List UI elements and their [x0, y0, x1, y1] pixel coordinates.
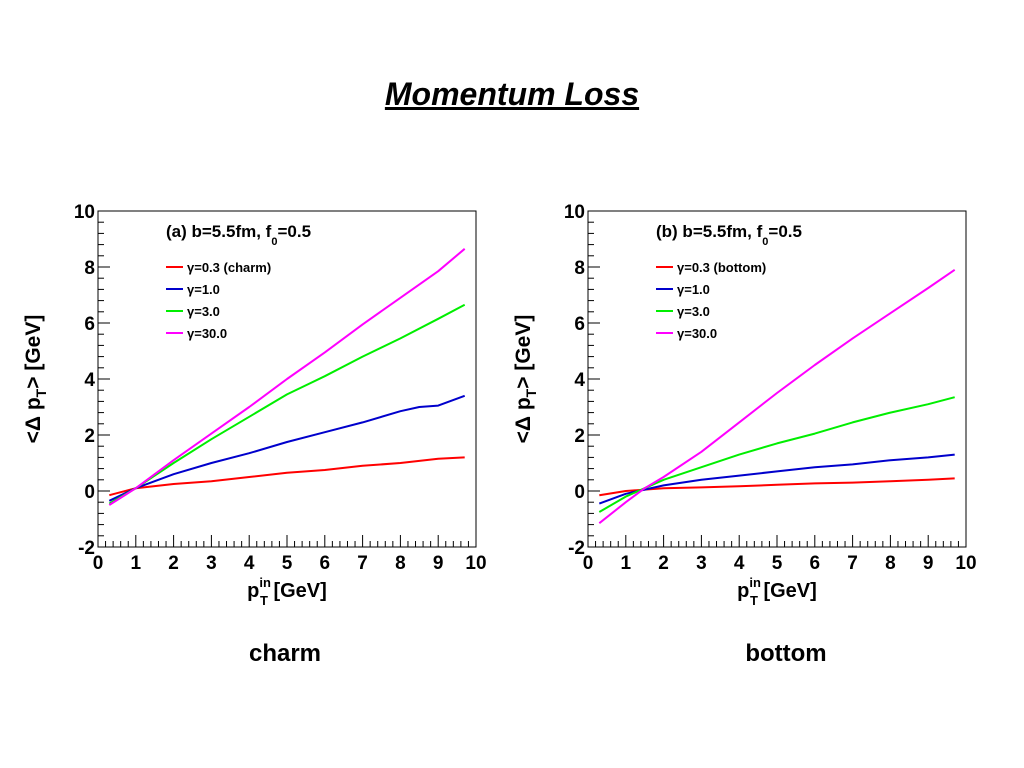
- legend-label: γ=0.3 (charm): [187, 260, 271, 275]
- y-tick-label: 4: [84, 370, 95, 391]
- y-tick-label: 2: [84, 426, 95, 447]
- y-axis-label: <Δ pT> [GeV]: [512, 315, 539, 444]
- y-tick-label: 0: [84, 482, 95, 503]
- x-tick-label: 1: [131, 553, 142, 574]
- series-line-1: [599, 477, 955, 497]
- chart-annotation: (a) b=5.5fm, f0=0.5: [166, 222, 311, 248]
- legend-label: γ=30.0: [677, 326, 717, 341]
- caption-bottom: bottom: [745, 640, 827, 667]
- plot-frame: [587, 210, 967, 548]
- x-tick-label: 10: [465, 553, 486, 574]
- y-tick-label: 6: [84, 314, 95, 335]
- page-title: Momentum Loss: [384, 76, 640, 112]
- series-line-4: [108, 248, 466, 506]
- x-tick-label: 7: [847, 553, 858, 574]
- y-tick-label: 10: [74, 202, 95, 223]
- x-axis-label: pin T [GeV]: [247, 575, 327, 608]
- caption-charm: charm: [248, 640, 322, 667]
- x-tick-label: 5: [772, 553, 783, 574]
- x-tick-label: 1: [621, 553, 632, 574]
- x-tick-label: 10: [955, 553, 976, 574]
- series-line-3: [108, 303, 466, 505]
- x-tick-label: 6: [810, 553, 821, 574]
- legend-label: γ=30.0: [187, 326, 227, 341]
- legend-label: γ=0.3 (bottom): [677, 260, 766, 275]
- x-axis-label: pin T [GeV]: [737, 575, 817, 608]
- x-tick-label: 2: [658, 553, 669, 574]
- x-tick-label: 4: [244, 553, 255, 574]
- series-line-4: [598, 268, 956, 524]
- y-tick-label: 0: [574, 482, 585, 503]
- x-tick-label: 8: [395, 553, 406, 574]
- x-tick-label: 3: [206, 553, 217, 574]
- x-tick-label: 6: [320, 553, 331, 574]
- y-axis-label: <Δ pT> [GeV]: [22, 315, 49, 444]
- x-tick-label: 4: [734, 553, 745, 574]
- chart-annotation: (b) b=5.5fm, f0=0.5: [656, 222, 802, 248]
- y-tick-label: 10: [564, 202, 585, 223]
- y-tick-label: 6: [574, 314, 585, 335]
- series-line-2: [598, 453, 955, 505]
- y-tick-label: 4: [574, 370, 585, 391]
- x-tick-label: 9: [923, 553, 934, 574]
- x-tick-label: 0: [93, 553, 104, 574]
- legend-label: γ=3.0: [677, 304, 710, 319]
- x-tick-label: 2: [168, 553, 179, 574]
- x-tick-label: 3: [696, 553, 707, 574]
- legend-label: γ=3.0: [187, 304, 220, 319]
- legend-label: γ=1.0: [677, 282, 710, 297]
- x-tick-label: 5: [282, 553, 293, 574]
- x-tick-label: 0: [583, 553, 594, 574]
- legend-label: γ=1.0: [187, 282, 220, 297]
- series-line-1: [109, 456, 465, 497]
- y-tick-label: -2: [568, 538, 585, 559]
- x-tick-label: 8: [885, 553, 896, 574]
- y-tick-label: 2: [574, 426, 585, 447]
- y-tick-label: 8: [84, 258, 95, 279]
- y-tick-label: 8: [574, 258, 585, 279]
- x-tick-label: 9: [433, 553, 444, 574]
- x-tick-label: 7: [357, 553, 368, 574]
- series-line-2: [108, 394, 466, 502]
- series-line-3: [598, 396, 955, 513]
- y-tick-label: -2: [78, 538, 95, 559]
